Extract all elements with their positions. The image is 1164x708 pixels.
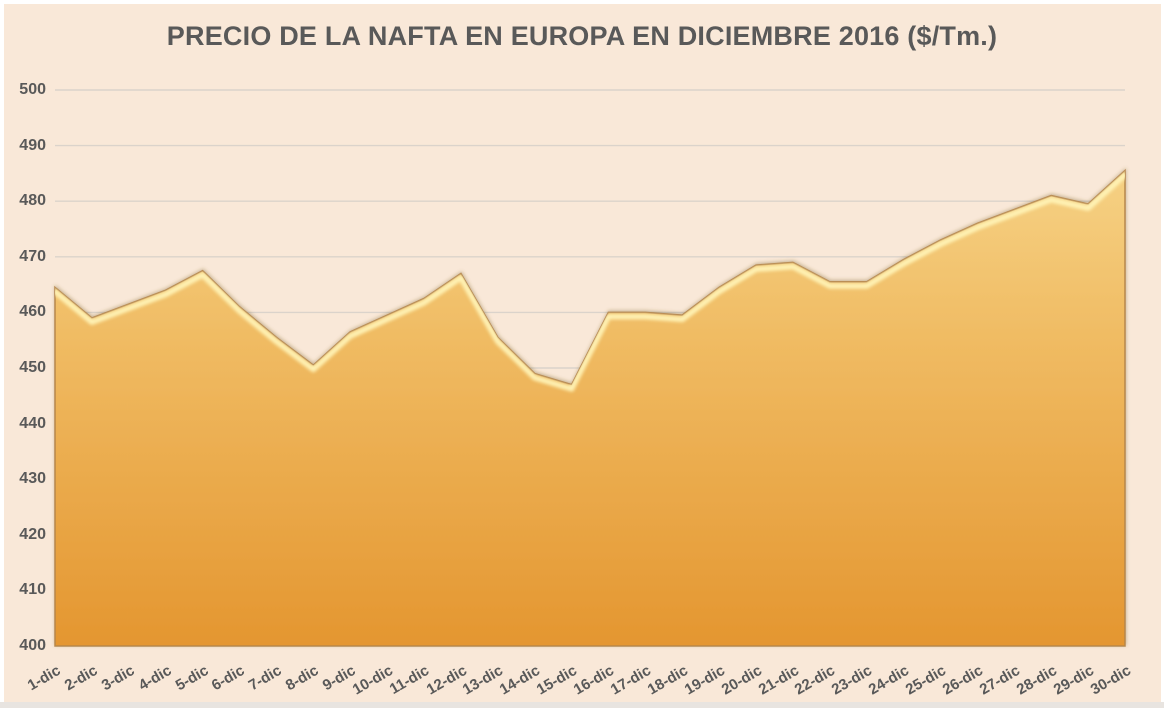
y-tick-label: 430 bbox=[19, 470, 46, 488]
y-tick-label: 420 bbox=[19, 525, 46, 543]
area-highlight bbox=[55, 172, 1125, 392]
y-tick-label: 500 bbox=[19, 81, 46, 98]
y-tick-label: 470 bbox=[19, 247, 46, 265]
y-tick-label: 400 bbox=[19, 637, 46, 654]
y-tick-label: 410 bbox=[19, 581, 46, 599]
y-tick-label: 450 bbox=[19, 359, 46, 376]
y-tick-label: 480 bbox=[19, 192, 46, 210]
y-tick-label: 440 bbox=[19, 414, 46, 432]
y-tick-label: 460 bbox=[19, 303, 46, 321]
chart-title: PRECIO DE LA NAFTA EN EUROPA EN DICIEMBR… bbox=[166, 21, 998, 51]
price-area bbox=[54, 168, 1126, 647]
y-tick-label: 490 bbox=[19, 136, 46, 154]
bottom-strip bbox=[0, 702, 1164, 708]
